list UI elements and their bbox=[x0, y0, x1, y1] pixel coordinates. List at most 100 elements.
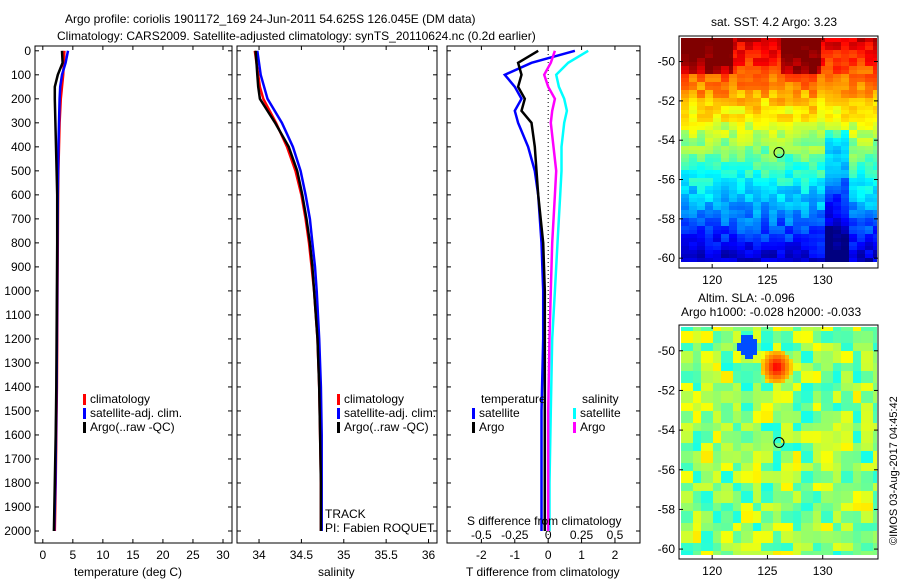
map-pixel bbox=[849, 90, 853, 94]
map-pixel bbox=[797, 258, 801, 262]
map-pixel bbox=[685, 186, 689, 190]
map-pixel bbox=[741, 190, 745, 194]
map-pixel bbox=[697, 399, 701, 403]
map-pixel bbox=[725, 182, 729, 186]
map-pixel bbox=[833, 343, 837, 347]
map-pixel bbox=[845, 435, 849, 439]
map-pixel bbox=[777, 363, 781, 367]
map-pixel bbox=[857, 110, 861, 114]
map-pixel bbox=[725, 238, 729, 242]
map-pixel bbox=[857, 455, 861, 459]
map-pixel bbox=[689, 122, 693, 126]
map-pixel bbox=[761, 130, 765, 134]
map-pixel bbox=[733, 106, 737, 110]
map-pixel bbox=[705, 379, 709, 383]
map-pixel bbox=[757, 210, 761, 214]
map-pixel bbox=[705, 254, 709, 258]
map-pixel bbox=[845, 246, 849, 250]
map-pixel bbox=[793, 407, 797, 411]
map-pixel bbox=[697, 363, 701, 367]
map-pixel bbox=[809, 98, 813, 102]
map-pixel bbox=[801, 331, 805, 335]
map-pixel bbox=[813, 455, 817, 459]
map-pixel bbox=[857, 134, 861, 138]
map-pixel bbox=[701, 174, 705, 178]
map-pixel bbox=[681, 467, 685, 471]
map-pixel bbox=[689, 375, 693, 379]
map-pixel bbox=[789, 94, 793, 98]
map-pixel bbox=[793, 130, 797, 134]
map-pixel bbox=[753, 138, 757, 142]
map-pixel bbox=[805, 178, 809, 182]
map-pixel bbox=[797, 106, 801, 110]
map-pixel bbox=[865, 335, 869, 339]
map-pixel bbox=[737, 459, 741, 463]
map-pixel bbox=[765, 62, 769, 66]
map-pixel bbox=[777, 411, 781, 415]
map-pixel bbox=[801, 471, 805, 475]
map-pixel bbox=[725, 214, 729, 218]
map-pixel bbox=[833, 375, 837, 379]
map-pixel bbox=[857, 391, 861, 395]
map-pixel bbox=[785, 130, 789, 134]
map-pixel bbox=[769, 134, 773, 138]
map-pixel bbox=[753, 58, 757, 62]
map-pixel bbox=[729, 327, 733, 331]
map-pixel bbox=[745, 38, 749, 42]
map-pixel bbox=[681, 114, 685, 118]
map-pixel bbox=[833, 162, 837, 166]
map-pixel bbox=[805, 134, 809, 138]
map-pixel bbox=[721, 210, 725, 214]
map-pixel bbox=[729, 475, 733, 479]
map-pixel bbox=[689, 126, 693, 130]
temperature-xtick-label: 5 bbox=[69, 548, 76, 562]
map-pixel bbox=[805, 122, 809, 126]
map-pixel bbox=[761, 198, 765, 202]
map-pixel bbox=[769, 250, 773, 254]
differences-legend-label: satellite bbox=[479, 406, 520, 420]
map-pixel bbox=[689, 46, 693, 50]
map-pixel bbox=[749, 246, 753, 250]
map-pixel bbox=[873, 447, 877, 451]
map-pixel bbox=[781, 355, 785, 359]
map-pixel bbox=[737, 411, 741, 415]
map-pixel bbox=[865, 50, 869, 54]
map-pixel bbox=[813, 90, 817, 94]
map-pixel bbox=[737, 435, 741, 439]
map-pixel bbox=[777, 166, 781, 170]
map-pixel bbox=[733, 475, 737, 479]
map-pixel bbox=[777, 403, 781, 407]
map-pixel bbox=[821, 475, 825, 479]
map-pixel bbox=[761, 407, 765, 411]
map-pixel bbox=[781, 351, 785, 355]
map-pixel bbox=[853, 190, 857, 194]
map-pixel bbox=[705, 82, 709, 86]
map-pixel bbox=[873, 158, 877, 162]
map-pixel bbox=[821, 174, 825, 178]
map-pixel bbox=[725, 415, 729, 419]
map-pixel bbox=[801, 395, 805, 399]
map-pixel bbox=[689, 431, 693, 435]
map-pixel bbox=[709, 134, 713, 138]
map-pixel bbox=[761, 222, 765, 226]
map-pixel bbox=[849, 351, 853, 355]
map-pixel bbox=[861, 122, 865, 126]
map-pixel bbox=[849, 246, 853, 250]
map-pixel bbox=[689, 150, 693, 154]
map-pixel bbox=[785, 479, 789, 483]
map-pixel bbox=[765, 154, 769, 158]
map-pixel bbox=[801, 210, 805, 214]
map-pixel bbox=[709, 459, 713, 463]
map-pixel bbox=[865, 222, 869, 226]
map-pixel bbox=[773, 447, 777, 451]
map-pixel bbox=[681, 54, 685, 58]
map-pixel bbox=[865, 174, 869, 178]
map-pixel bbox=[721, 242, 725, 246]
map-pixel bbox=[789, 178, 793, 182]
map-pixel bbox=[805, 375, 809, 379]
map-pixel bbox=[785, 483, 789, 487]
map-pixel bbox=[689, 146, 693, 150]
map-pixel bbox=[717, 483, 721, 487]
map-pixel bbox=[753, 363, 757, 367]
map-pixel bbox=[697, 415, 701, 419]
